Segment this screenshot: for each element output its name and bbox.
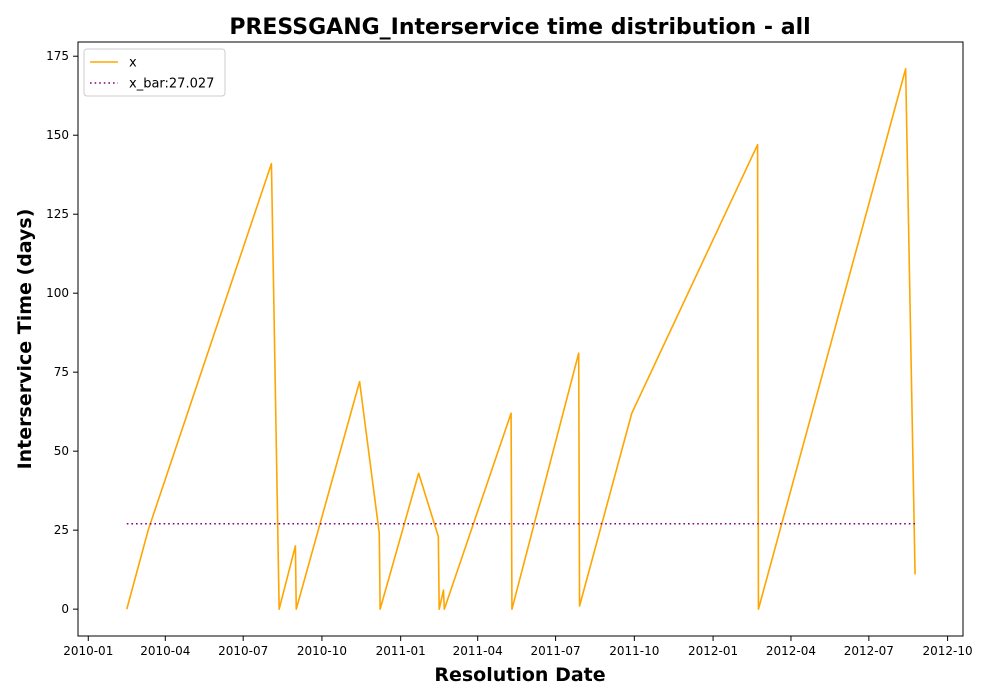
- y-tick-label: 175: [46, 49, 69, 63]
- chart-title: PRESSGANG_Interservice time distribution…: [229, 15, 810, 40]
- x-tick-label: 2010-04: [140, 644, 190, 658]
- x-tick-label: 2010-07: [218, 644, 268, 658]
- series-line-0: [126, 68, 916, 610]
- plot-frame: [77, 41, 964, 637]
- x-tick-label: 2011-01: [376, 644, 426, 658]
- y-tick-label: 25: [54, 523, 69, 537]
- x-tick-label: 2011-07: [531, 644, 581, 658]
- legend-label-0: x: [129, 56, 137, 71]
- x-axis-label: Resolution Date: [434, 664, 605, 686]
- y-tick-label: 100: [46, 286, 69, 300]
- plot-area: [126, 68, 916, 610]
- x-tick-label: 2012-07: [844, 644, 894, 658]
- x-tick-label: 2010-01: [63, 644, 113, 658]
- axes: 2010-01 2010-04 2010-07 2010-10 2011-01 2011-…: [46, 41, 973, 658]
- y-tick-label: 75: [54, 365, 69, 379]
- legend-label-1: x_bar:27.027: [129, 77, 214, 92]
- y-tick-label: 125: [46, 207, 69, 221]
- y-tick-label: 150: [46, 128, 69, 142]
- legend-box: [83, 48, 226, 97]
- y-tick-label: 0: [61, 602, 69, 616]
- y-axis-label: Interservice Time (days): [14, 209, 36, 470]
- x-tick-label: 2012-10: [923, 644, 973, 658]
- legend: x x_bar:27.027: [83, 48, 226, 97]
- x-tick-label: 2012-04: [766, 644, 816, 658]
- x-tick-label: 2010-10: [297, 644, 347, 658]
- x-tick-label: 2012-01: [688, 644, 738, 658]
- x-tick-label: 2011-10: [609, 644, 659, 658]
- y-tick-label: 50: [54, 444, 69, 458]
- x-tick-label: 2011-04: [453, 644, 503, 658]
